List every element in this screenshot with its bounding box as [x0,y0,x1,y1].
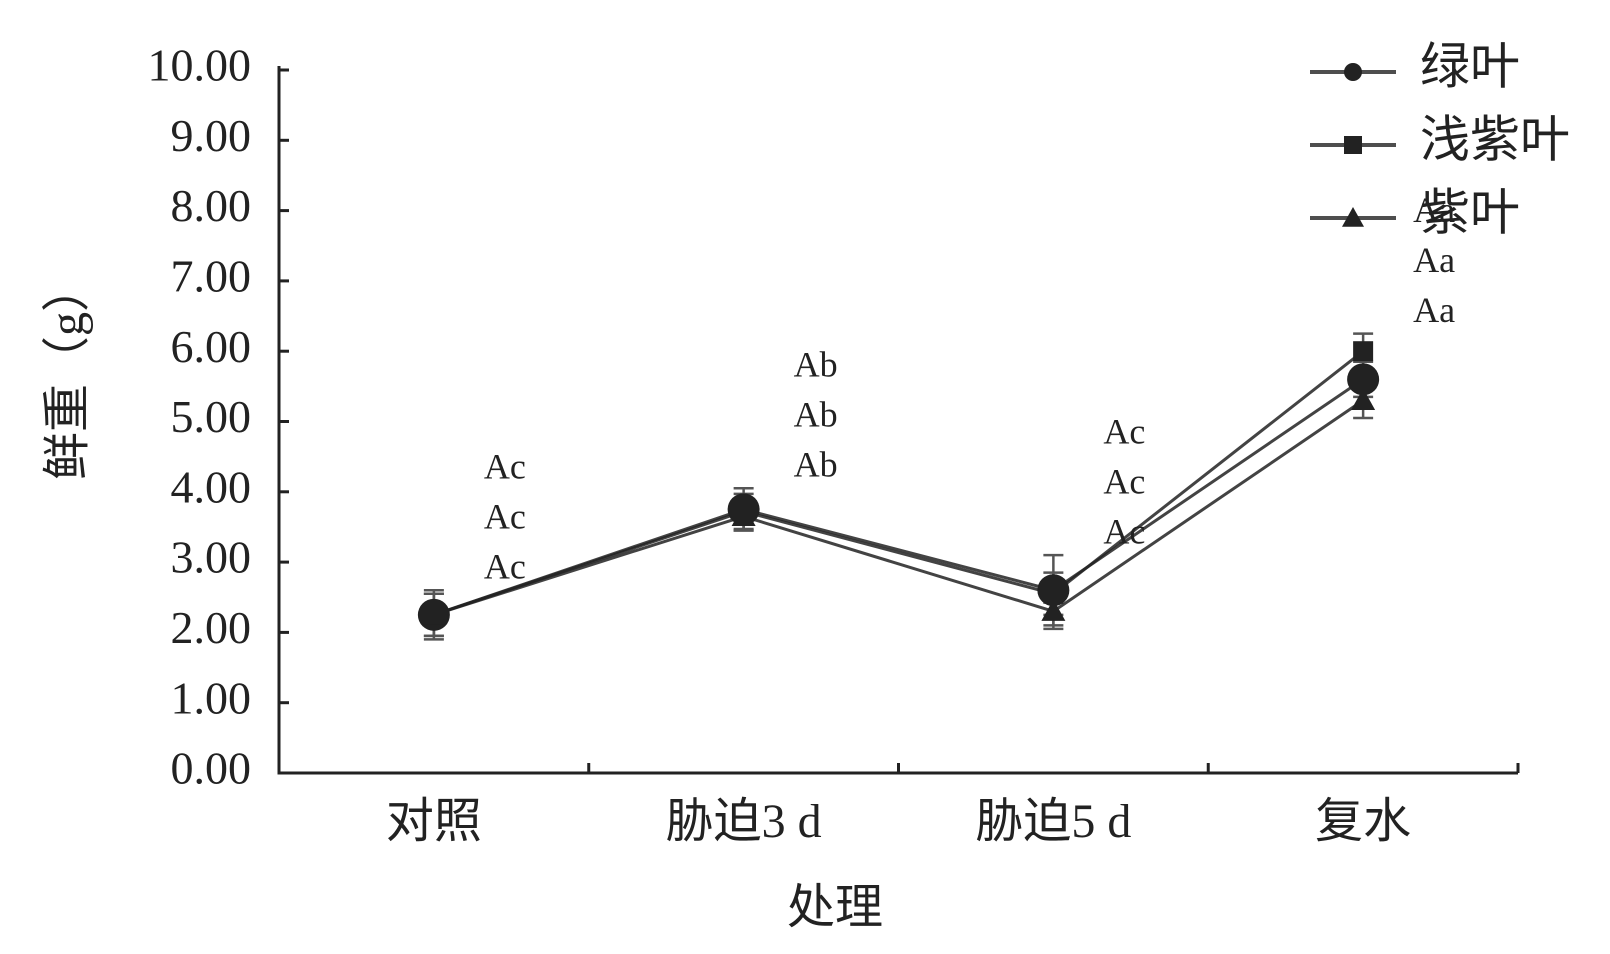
data-point [731,504,756,527]
x-axis-title: 处理 [787,881,883,934]
y-tick-label: 9.00 [171,110,252,161]
y-tick-label: 3.00 [171,532,252,583]
y-tick-label: 0.00 [171,743,252,794]
y-tick-label: 4.00 [171,461,252,512]
data-point [1347,363,1380,396]
legend-marker [1342,207,1364,227]
x-tick-label: 对照 [386,795,482,848]
data-point [1353,341,1374,362]
significance-label: Ac [1103,411,1145,451]
data-point [1351,388,1376,411]
x-tick-label: 胁迫5 d [975,795,1131,848]
significance-label: Ac [1103,511,1145,551]
data-point [421,602,446,625]
y-tick-label: 2.00 [171,602,252,653]
y-tick-label: 10.00 [148,40,252,91]
legend-label: 浅紫叶 [1420,111,1570,167]
significance-label: Ac [484,546,526,586]
significance-label: Ab [794,345,838,385]
axis-line [277,66,1518,775]
significance-label: Aa [1413,290,1455,330]
series-line [433,350,1365,617]
data-point [1041,599,1066,621]
significance-label: Aa [1413,190,1455,230]
y-tick-label: 8.00 [171,180,252,231]
legend-marker [1344,63,1362,81]
legend-label: 紫叶 [1420,184,1520,240]
x-tick-label: 复水 [1315,795,1411,848]
significance-label: Ac [1103,461,1145,501]
significance-label: Ab [794,395,838,435]
y-tick-label: 5.00 [171,391,252,442]
legend-marker [1344,136,1362,154]
y-tick-label: 6.00 [171,321,252,372]
data-point [1043,583,1064,604]
significance-label: Aa [1413,240,1455,280]
y-axis-title: 鲜重（g） [41,264,94,480]
legend-label: 绿叶 [1420,38,1520,94]
significance-label: Ab [794,445,838,485]
y-tick-label: 7.00 [171,250,252,301]
series-line [433,399,1364,617]
y-tick-label: 1.00 [171,672,252,723]
x-tick-label: 胁迫3 d [666,795,822,848]
significance-label: Ac [484,496,526,536]
significance-label: Ac [484,446,526,486]
